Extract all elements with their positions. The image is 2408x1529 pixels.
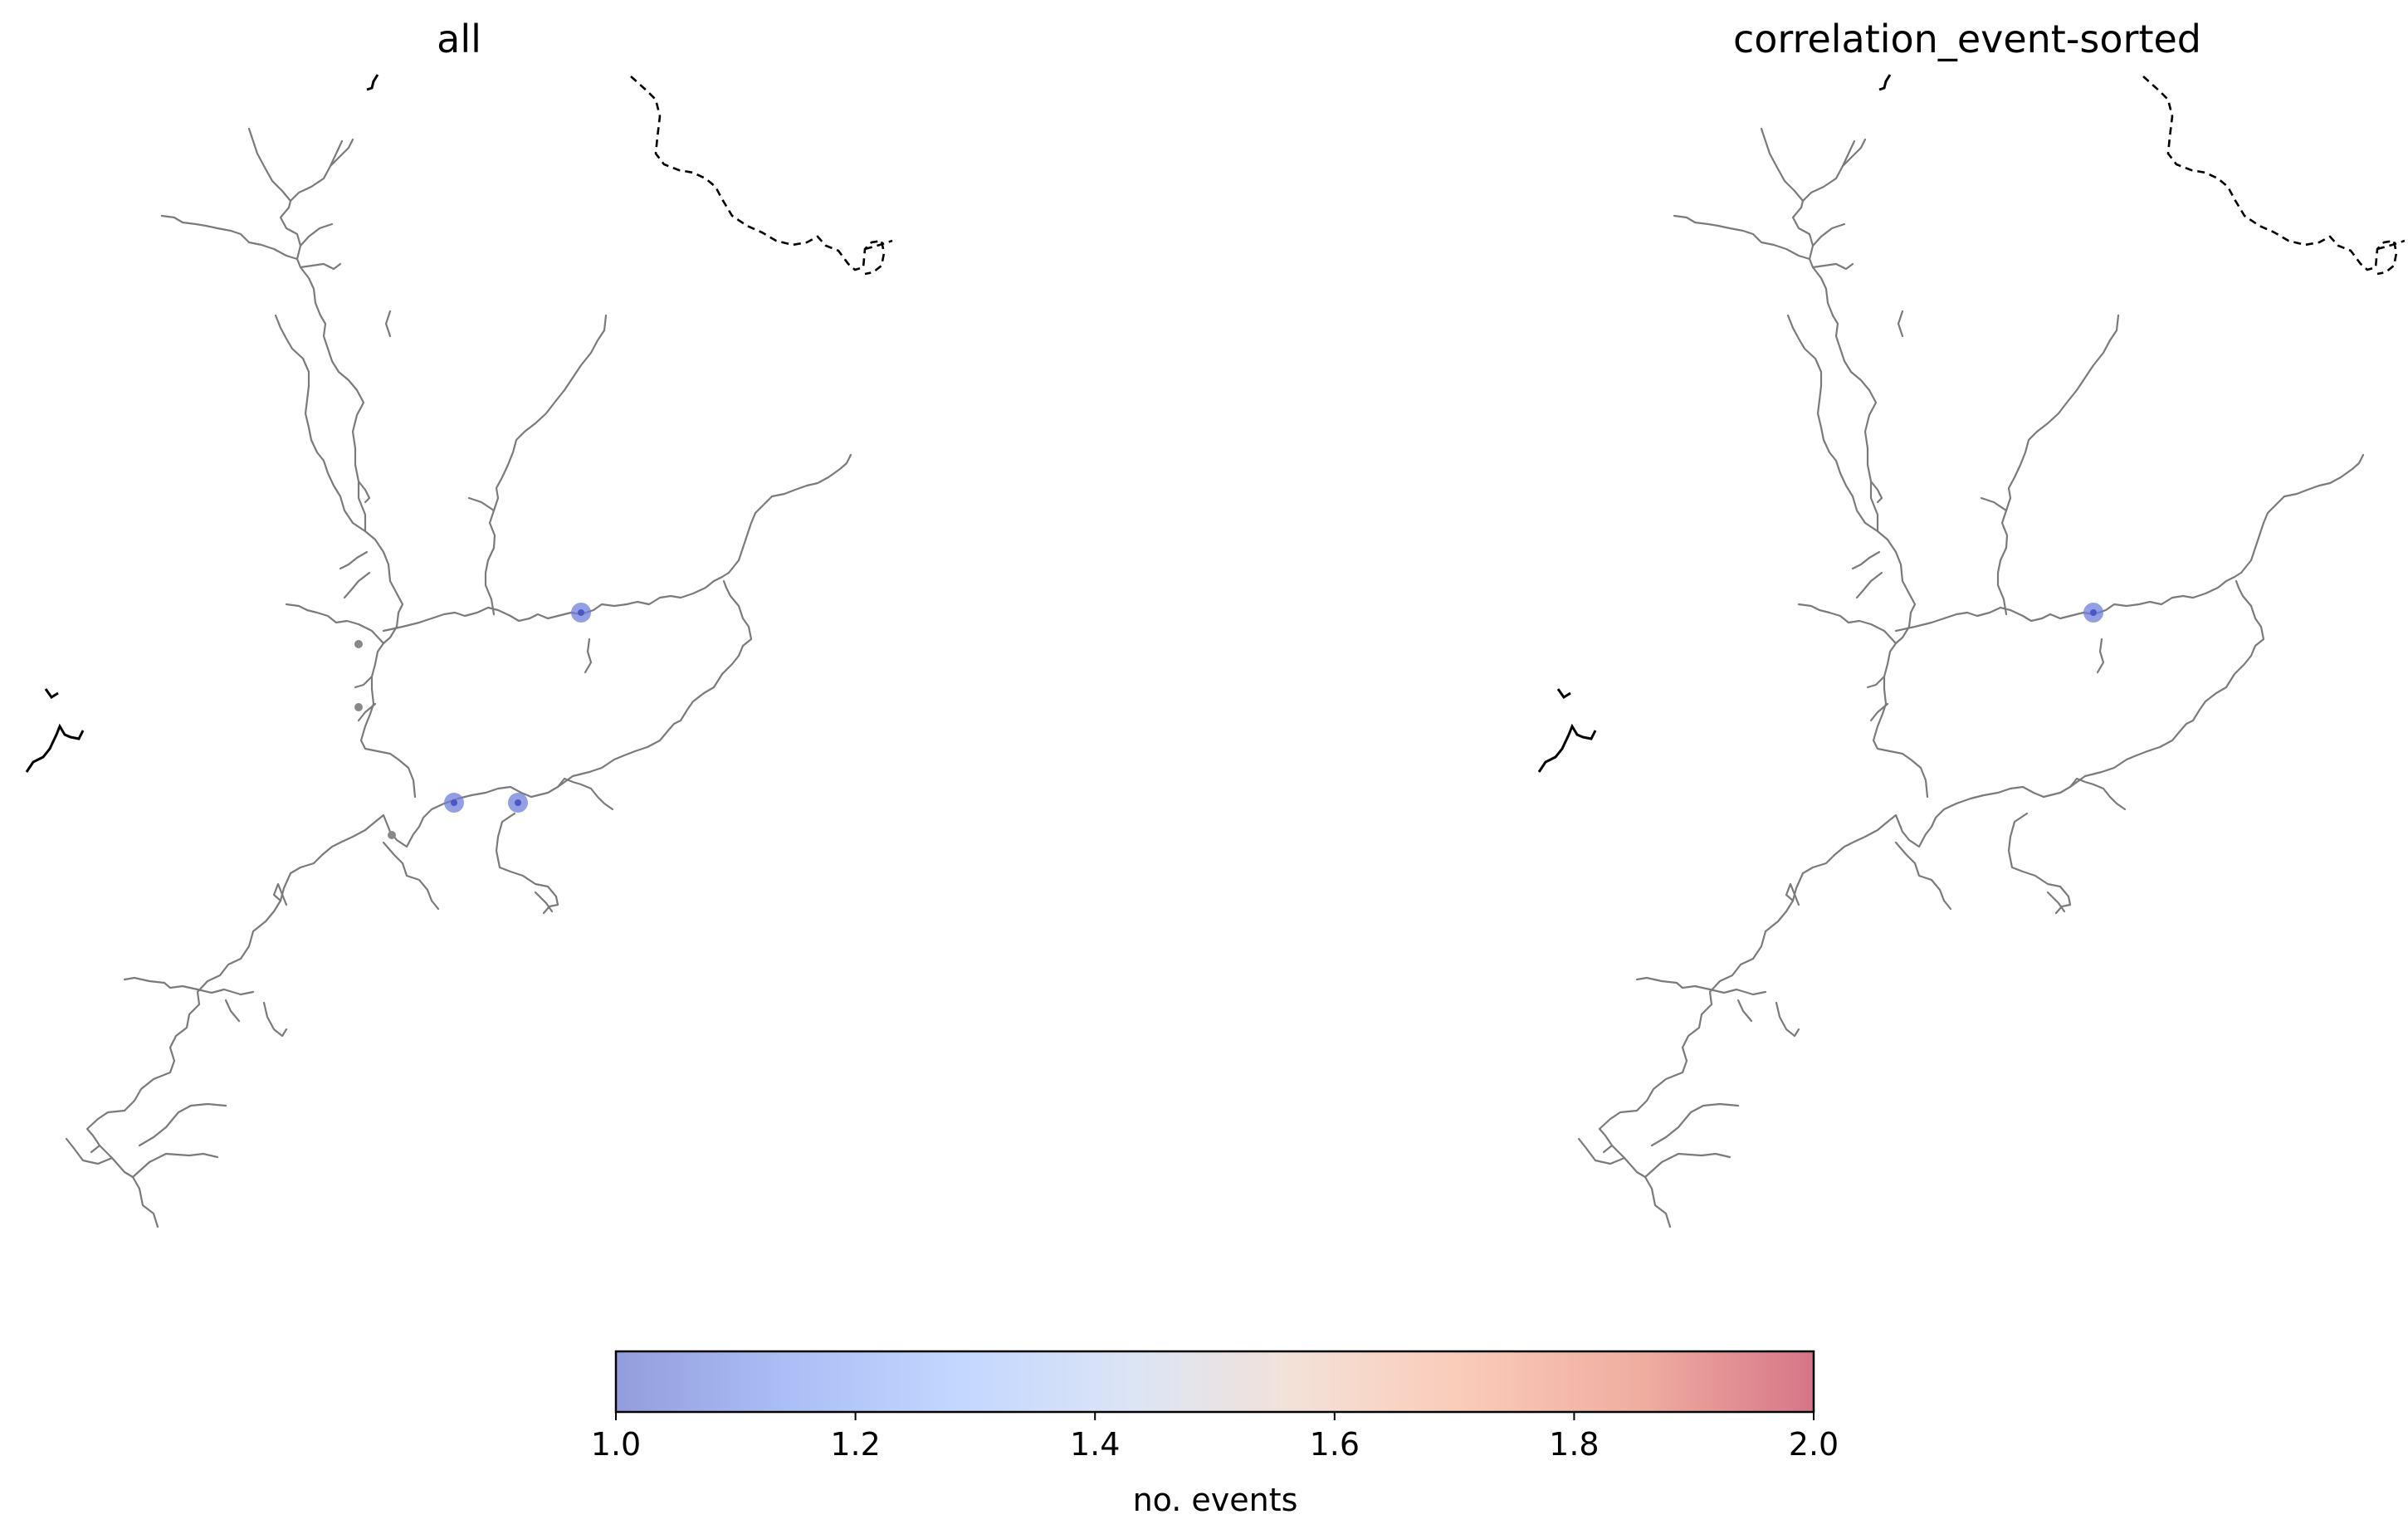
colorbar-tick-label: 1.8 — [1549, 1426, 1599, 1463]
marker-confluence-west-center — [451, 799, 457, 806]
colorbar-gradient — [614, 1350, 1815, 1414]
river-network — [65, 127, 852, 1229]
colorbar-tick-label: 2.0 — [1789, 1426, 1839, 1463]
gauge-dot — [388, 831, 396, 839]
panel-title: correlation_event-sorted — [1733, 17, 2201, 61]
gauge-dot — [354, 703, 363, 711]
event-markers — [444, 603, 591, 813]
event-markers — [2083, 603, 2103, 623]
marker-confluence-east-center — [515, 799, 521, 806]
colorbar-tick-label: 1.2 — [830, 1426, 880, 1463]
map-panel-all: all — [25, 17, 894, 1229]
marker-upper-tributary-center — [2090, 609, 2097, 616]
country-borders — [25, 73, 894, 774]
colorbar-ticks: 1.0 1.2 1.4 1.6 1.8 2.0 — [591, 1412, 1839, 1463]
country-borders — [1537, 73, 2406, 774]
colorbar-tick-label: 1.4 — [1070, 1426, 1120, 1463]
colorbar-label: no. events — [1133, 1482, 1298, 1518]
colorbar: 1.0 1.2 1.4 1.6 1.8 2.0 no. events — [591, 1350, 1839, 1518]
marker-upper-tributary-center — [578, 609, 584, 616]
panel-title: all — [437, 17, 481, 61]
gauge-dot — [354, 640, 363, 648]
map-panel-correlation-event-sorted: correlation_event-sorted — [1537, 17, 2406, 1229]
colorbar-tick-label: 1.0 — [591, 1426, 641, 1463]
river-network — [1577, 127, 2365, 1229]
colorbar-tick-label: 1.6 — [1310, 1426, 1360, 1463]
